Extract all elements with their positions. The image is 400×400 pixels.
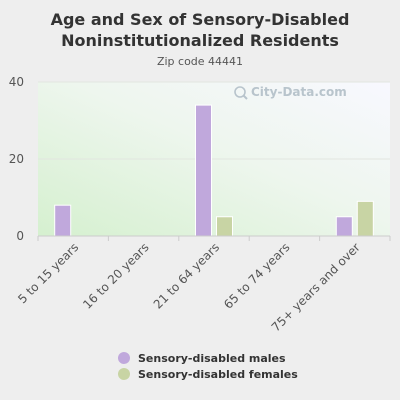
legend: Sensory-disabled males Sensory-disabled … (118, 350, 298, 382)
y-tick-label: 40 (9, 75, 24, 89)
legend-label-males: Sensory-disabled males (138, 351, 286, 365)
legend-swatch-females (118, 368, 130, 380)
chart-subtitle: Zip code 44441 (156, 55, 244, 68)
bar (335, 216, 353, 237)
legend-item-males: Sensory-disabled males (118, 350, 298, 366)
x-tick-label: 65 to 74 years (221, 240, 292, 311)
x-tick-label: 5 to 15 years (15, 240, 81, 306)
bar (54, 204, 72, 237)
magnifier-icon (234, 86, 246, 98)
watermark: City-Data.com (234, 85, 347, 100)
magnifier-icon-handle (242, 94, 248, 100)
bar (195, 104, 212, 237)
y-tick-label: 20 (9, 152, 24, 166)
bar (216, 216, 233, 237)
x-tick-label: 16 to 20 years (80, 240, 151, 311)
x-tick-label: 21 to 64 years (151, 240, 222, 311)
legend-label-females: Sensory-disabled females (138, 367, 298, 381)
legend-item-females: Sensory-disabled females (118, 366, 298, 382)
watermark-text: City-Data.com (251, 85, 347, 99)
chart-title: Age and Sex of Sensory-Disabled Noninstit… (50, 10, 350, 50)
y-tick-label: 0 (16, 229, 24, 243)
bar (356, 200, 374, 237)
legend-swatch-males (118, 352, 130, 364)
